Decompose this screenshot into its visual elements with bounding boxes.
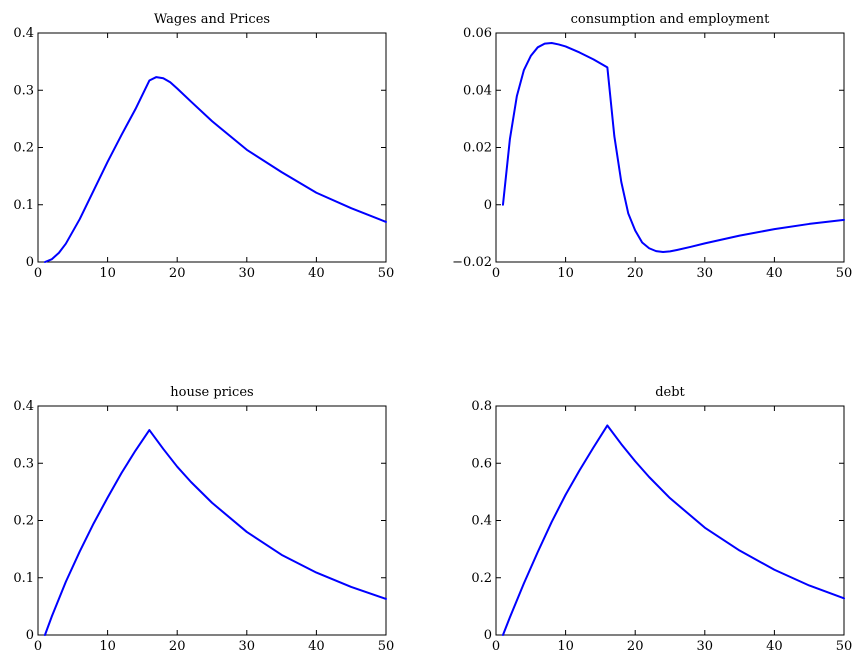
y-tick-label: 0.4 bbox=[13, 399, 34, 414]
x-tick-label: 0 bbox=[492, 639, 500, 654]
y-tick-label: 0.8 bbox=[471, 399, 492, 414]
chart-title: consumption and employment bbox=[571, 12, 771, 27]
x-tick-label: 50 bbox=[836, 266, 853, 281]
x-tick-label: 30 bbox=[239, 266, 256, 281]
x-tick-label: 40 bbox=[308, 266, 325, 281]
x-tick-label: 0 bbox=[34, 639, 42, 654]
x-tick-label: 40 bbox=[766, 266, 783, 281]
x-tick-label: 0 bbox=[492, 266, 500, 281]
y-tick-label: 0.3 bbox=[13, 83, 34, 98]
chart-house-prices: house prices 0 10 20 30 40 50 0 0.1 0.2 0.3 0.4 bbox=[13, 385, 394, 654]
x-tick-label: 30 bbox=[697, 639, 714, 654]
y-tick-label: 0 bbox=[484, 198, 492, 213]
y-tick-label: 0.4 bbox=[471, 514, 492, 529]
x-tick-label: 20 bbox=[627, 266, 644, 281]
x-tick-label: 50 bbox=[378, 266, 395, 281]
x-tick-label: 30 bbox=[239, 639, 256, 654]
y-tick-label: −0.02 bbox=[452, 255, 492, 270]
y-tick-label: 0 bbox=[26, 628, 34, 643]
x-tick-label: 10 bbox=[99, 266, 116, 281]
x-tick-label: 10 bbox=[99, 639, 116, 654]
x-tick-label: 50 bbox=[378, 639, 395, 654]
series-line bbox=[43, 429, 387, 636]
x-tick-label: 10 bbox=[557, 639, 574, 654]
y-tick-label: 0.1 bbox=[13, 198, 34, 213]
chart-title: Wages and Prices bbox=[154, 12, 270, 27]
y-tick-label: 0 bbox=[26, 255, 34, 270]
x-tick-label: 20 bbox=[627, 639, 644, 654]
x-tick-label: 40 bbox=[308, 639, 325, 654]
axes-box bbox=[37, 32, 387, 263]
y-tick-label: 0.02 bbox=[463, 141, 492, 156]
series-line bbox=[501, 42, 845, 253]
y-tick-label: 0.4 bbox=[13, 26, 34, 41]
chart-title: debt bbox=[655, 385, 685, 400]
x-tick-label: 0 bbox=[34, 266, 42, 281]
chart-consumption-and-employment: consumption and employment 0 10 20 30 40 50 −0… bbox=[452, 12, 852, 281]
x-tick-label: 10 bbox=[557, 266, 574, 281]
y-tick-label: 0.04 bbox=[463, 83, 492, 98]
y-tick-label: 0.1 bbox=[13, 571, 34, 586]
chart-debt: debt 0 10 20 30 40 50 0 0.2 0.4 0.6 0.8 bbox=[471, 385, 852, 654]
x-tick-label: 50 bbox=[836, 639, 853, 654]
series-line bbox=[501, 424, 845, 636]
x-tick-label: 20 bbox=[169, 639, 186, 654]
axes-box bbox=[495, 405, 845, 636]
y-tick-label: 0.2 bbox=[13, 514, 34, 529]
x-tick-label: 30 bbox=[697, 266, 714, 281]
y-tick-label: 0.3 bbox=[13, 456, 34, 471]
y-tick-label: 0 bbox=[484, 628, 492, 643]
x-tick-label: 20 bbox=[169, 266, 186, 281]
axes-box bbox=[495, 32, 845, 263]
x-tick-label: 40 bbox=[766, 639, 783, 654]
y-tick-label: 0.2 bbox=[471, 571, 492, 586]
y-tick-label: 0.6 bbox=[471, 456, 492, 471]
y-tick-label: 0.06 bbox=[463, 26, 492, 41]
chart-title: house prices bbox=[170, 385, 253, 400]
series-line bbox=[43, 76, 387, 263]
chart-wages-and-prices: Wages and Prices 0 10 20 30 40 50 0 0.1 0.2 0.3 0.… bbox=[13, 12, 394, 281]
axes-box bbox=[37, 405, 387, 636]
y-tick-label: 0.2 bbox=[13, 141, 34, 156]
